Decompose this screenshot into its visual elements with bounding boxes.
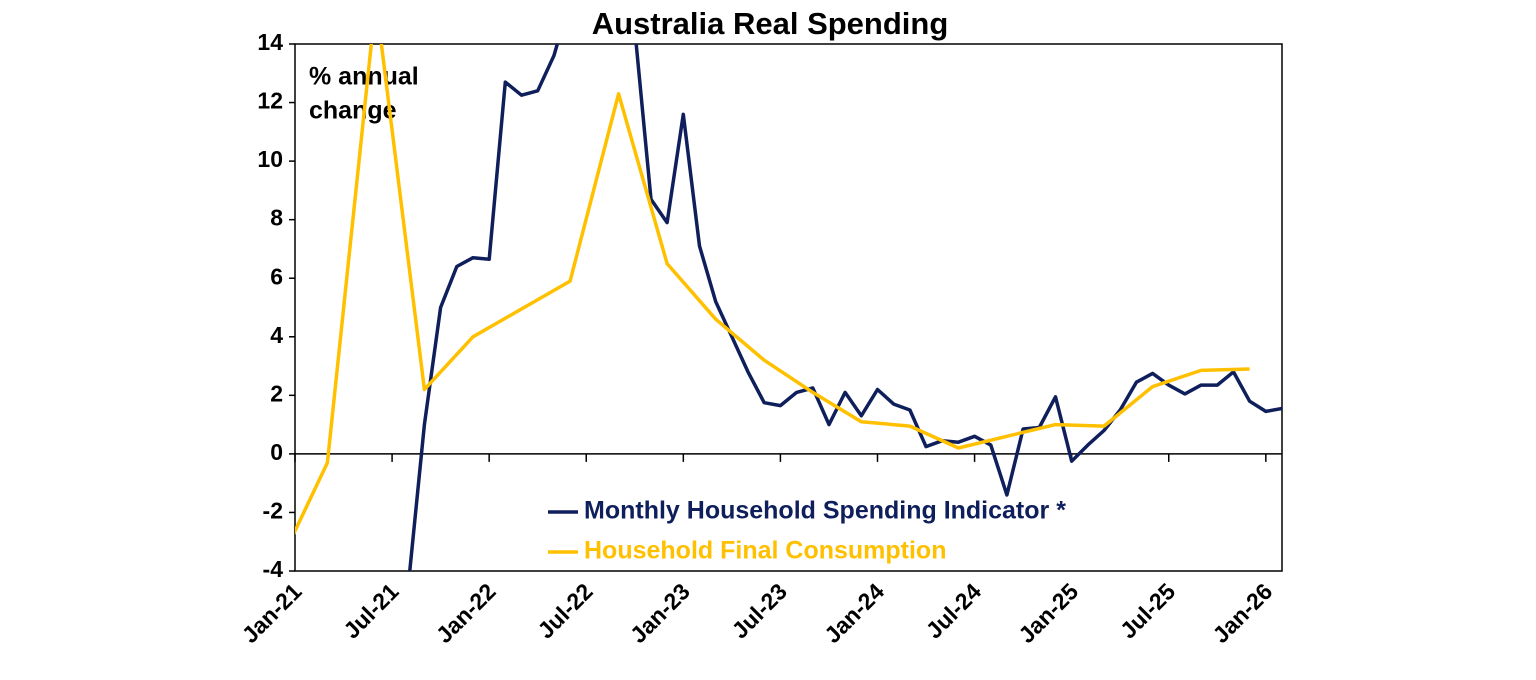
x-tick-label: Jul-21 <box>338 578 404 644</box>
y-tick-label: 10 <box>257 146 283 172</box>
y-tick-label: 8 <box>270 205 283 231</box>
x-tick-label: Jul-22 <box>532 578 597 643</box>
legend-label: Monthly Household Spending Indicator * <box>584 497 1066 525</box>
y-tick-label: 2 <box>270 380 283 406</box>
y-tick-label: -2 <box>263 498 283 524</box>
x-tick-label: Jan-21 <box>237 578 307 648</box>
x-tick-label: Jul-24 <box>921 578 987 644</box>
x-tick-label: Jan-22 <box>431 578 501 648</box>
y-tick-label: -4 <box>263 556 284 582</box>
annotation: change <box>309 97 397 125</box>
x-tick-label: Jan-24 <box>819 578 889 648</box>
chart-title: Australia Real Spending <box>592 6 949 41</box>
plot-frame <box>294 43 1283 572</box>
y-tick-label: 12 <box>257 88 283 114</box>
x-tick-label: Jul-23 <box>727 578 792 643</box>
y-tick-label: 0 <box>270 439 283 465</box>
x-tick-label: Jul-25 <box>1115 578 1181 644</box>
y-tick-label: 6 <box>270 263 283 289</box>
plot-lines <box>295 44 1282 571</box>
series-line <box>408 44 1282 571</box>
x-tick-label: Jan-26 <box>1207 578 1277 648</box>
annotation: % annual <box>309 63 419 91</box>
x-tick-label: Jan-25 <box>1013 578 1083 648</box>
series-line <box>295 44 1250 536</box>
y-tick-label: 4 <box>270 322 283 348</box>
x-tick-label: Jan-23 <box>625 578 695 648</box>
y-tick-label: 14 <box>257 29 283 55</box>
legend-label: Household Final Consumption <box>584 537 946 565</box>
